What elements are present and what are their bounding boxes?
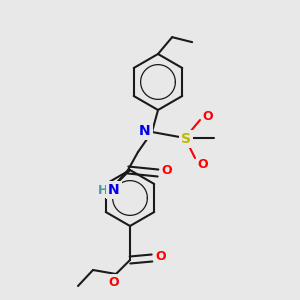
- Text: O: O: [203, 110, 213, 124]
- Text: O: O: [162, 164, 172, 178]
- Text: O: O: [156, 250, 166, 262]
- Text: S: S: [181, 132, 191, 146]
- Text: O: O: [109, 275, 119, 289]
- Text: N: N: [139, 124, 151, 138]
- Text: H: H: [98, 184, 108, 196]
- Text: O: O: [198, 158, 208, 170]
- Text: N: N: [108, 183, 120, 197]
